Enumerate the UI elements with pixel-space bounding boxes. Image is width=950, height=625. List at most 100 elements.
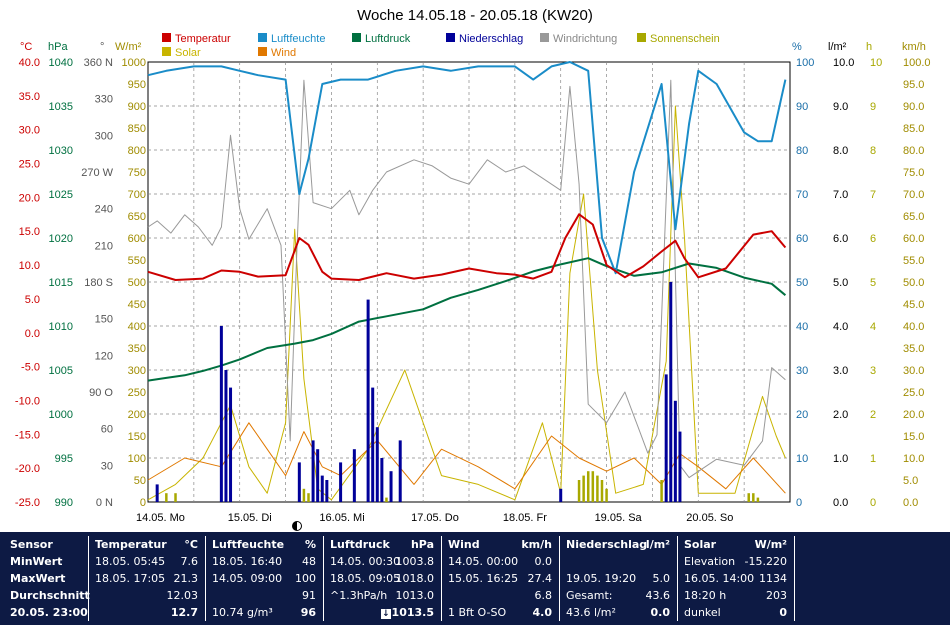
pressure-axis-tick: 1030 (49, 145, 73, 157)
sunhours-axis-tick: 8 (870, 145, 876, 157)
rain-total-value: 43.6 (645, 589, 671, 602)
solar-axis-tick: 950 (128, 79, 146, 91)
bar-niederschlag (352, 449, 356, 502)
solar-axis-tick: 50 (134, 475, 146, 487)
solar-elevation-value: -15.220 (744, 555, 787, 568)
col-temperatur: Temperatur °C 18.05. 05:45 7.6 18.05. 17:0… (88, 536, 205, 621)
solar-axis-tick: 600 (128, 233, 146, 245)
bar-niederschlag (673, 400, 677, 502)
humidity-axis-tick: 70 (796, 189, 808, 201)
temp-current-value: 12.7 (170, 606, 198, 619)
bar-sonnenschein (165, 493, 168, 502)
unit-solar: W/m² (754, 538, 787, 551)
winddir-axis-tick: 300 (95, 130, 113, 142)
temp-axis-tick: 10.0 (19, 260, 40, 272)
wind-axis-tick: 40.0 (903, 321, 924, 333)
wind-axis-tick: 15.0 (903, 431, 924, 443)
wind-axis-tick: 30.0 (903, 365, 924, 377)
solar-elevation-label: Elevation (684, 555, 736, 568)
col-wind: Wind km/h 14.05. 00:00 0.0 15.05. 16:25 27.… (441, 536, 559, 621)
pressure-axis-tick: 1010 (49, 321, 73, 333)
legend-swatch-solar (162, 47, 171, 56)
bar-niederschlag (664, 374, 668, 502)
wind-axis-tick: 85.0 (903, 123, 924, 135)
wind-axis-tick: 55.0 (903, 255, 924, 267)
rain-axis-tick: 4.0 (833, 321, 848, 333)
solar-axis-tick: 650 (128, 211, 146, 223)
wind-axis-tick: 70.0 (903, 189, 924, 201)
hum-min-time: 18.05. 16:40 (212, 555, 283, 568)
winddir-axis-tick: 120 (95, 350, 113, 362)
rain-current-value: 0.0 (650, 606, 671, 619)
press-trend: ^1.3hPa/h (330, 589, 388, 602)
press-current-number: 1013.5 (391, 606, 434, 619)
legend-swatch-luftdruck (352, 33, 361, 42)
wind-max-time: 15.05. 16:25 (448, 572, 519, 585)
wind-axis-tick: 60.0 (903, 233, 924, 245)
legend-swatch-windrichtung (540, 33, 549, 42)
press-min-time: 14.05. 00:30 (330, 555, 401, 568)
temp-axis-tick: 30.0 (19, 125, 40, 137)
bar-sonnenschein (307, 493, 310, 502)
bar-niederschlag (325, 480, 329, 502)
temp-axis-tick: 35.0 (19, 91, 40, 103)
pressure-axis-tick: 1020 (49, 233, 73, 245)
rain-axis-tick: 2.0 (833, 409, 848, 421)
rain-sum: 43.6 l/m² (566, 606, 616, 619)
humidity-axis-tick: 40 (796, 321, 808, 333)
humidity-axis-tick: 80 (796, 145, 808, 157)
pressure-axis-tick: 990 (55, 497, 73, 509)
bar-niederschlag (229, 387, 233, 502)
solar-axis-tick: 350 (128, 343, 146, 355)
solar-max-time: 16.05. 14:00 (684, 572, 755, 585)
winddir-axis-tick: 150 (95, 314, 113, 326)
hum-min-value: 48 (302, 555, 316, 568)
bar-sonnenschein (582, 475, 585, 502)
unit-temperatur: °C (184, 538, 198, 551)
unit-luftfeuchte: % (304, 538, 316, 551)
hum-current-value: 96 (300, 606, 316, 619)
winddir-axis-tick: 270 W (81, 167, 113, 179)
temp-axis-tick: -25.0 (15, 497, 40, 509)
sunhours-axis-tick: 0 (870, 497, 876, 509)
winddir-axis-tick: 330 (95, 94, 113, 106)
sunhours-axis-unit: h (866, 41, 872, 53)
wind-axis-tick: 90.0 (903, 101, 924, 113)
header-solar: Solar (684, 538, 717, 551)
sunhours-axis-tick: 5 (870, 277, 876, 289)
rain-axis-tick: 0.0 (833, 497, 848, 509)
rain-axis-tick: 7.0 (833, 189, 848, 201)
wind-axis-tick: 45.0 (903, 299, 924, 311)
legend-label-temperatur: Temperatur (175, 33, 231, 45)
header-wind: Wind (448, 538, 480, 551)
bar-sonnenschein (660, 480, 663, 502)
winddir-axis-tick: 360 N (84, 57, 113, 69)
wind-axis-unit: km/h (902, 41, 926, 53)
chart-svg: Woche 14.05.18 - 20.05.18 (KW20) Temperat… (15, 7, 931, 531)
x-tick-label: 15.05. Di (228, 512, 272, 524)
series-line-solar (147, 105, 786, 501)
series-line-luftdruck (147, 257, 787, 382)
sunhours-axis-tick: 1 (870, 453, 876, 465)
rain-total-label: Gesamt: (566, 589, 613, 602)
col-luftdruck: Luftdruck hPa 14.05. 00:30 1003.8 18.05. 0… (323, 536, 441, 621)
wind-axis-tick: 20.0 (903, 409, 924, 421)
bar-sonnenschein (586, 471, 590, 502)
winddir-axis-tick: 90 O (89, 387, 113, 399)
sunhours-axis-tick: 9 (870, 101, 876, 113)
bar-niederschlag (339, 462, 343, 502)
solar-axis-tick: 0 (140, 497, 146, 509)
wind-current-value: 4.0 (532, 606, 553, 619)
legend-label-luftfeuchte: Luftfeuchte (271, 33, 325, 45)
bar-niederschlag (678, 431, 682, 502)
legend-label-niederschlag: Niederschlag (459, 33, 523, 45)
humidity-axis-tick: 20 (796, 409, 808, 421)
pressure-axis-tick: 995 (55, 453, 73, 465)
table-end-divider (794, 536, 795, 621)
header-luftdruck: Luftdruck (330, 538, 390, 551)
winddir-axis-tick: 60 (101, 424, 113, 436)
temp-axis-tick: 25.0 (19, 159, 40, 171)
bar-sonnenschein (600, 480, 604, 502)
rain-axis-tick: 10.0 (833, 57, 854, 69)
bar-sonnenschein (302, 488, 306, 502)
